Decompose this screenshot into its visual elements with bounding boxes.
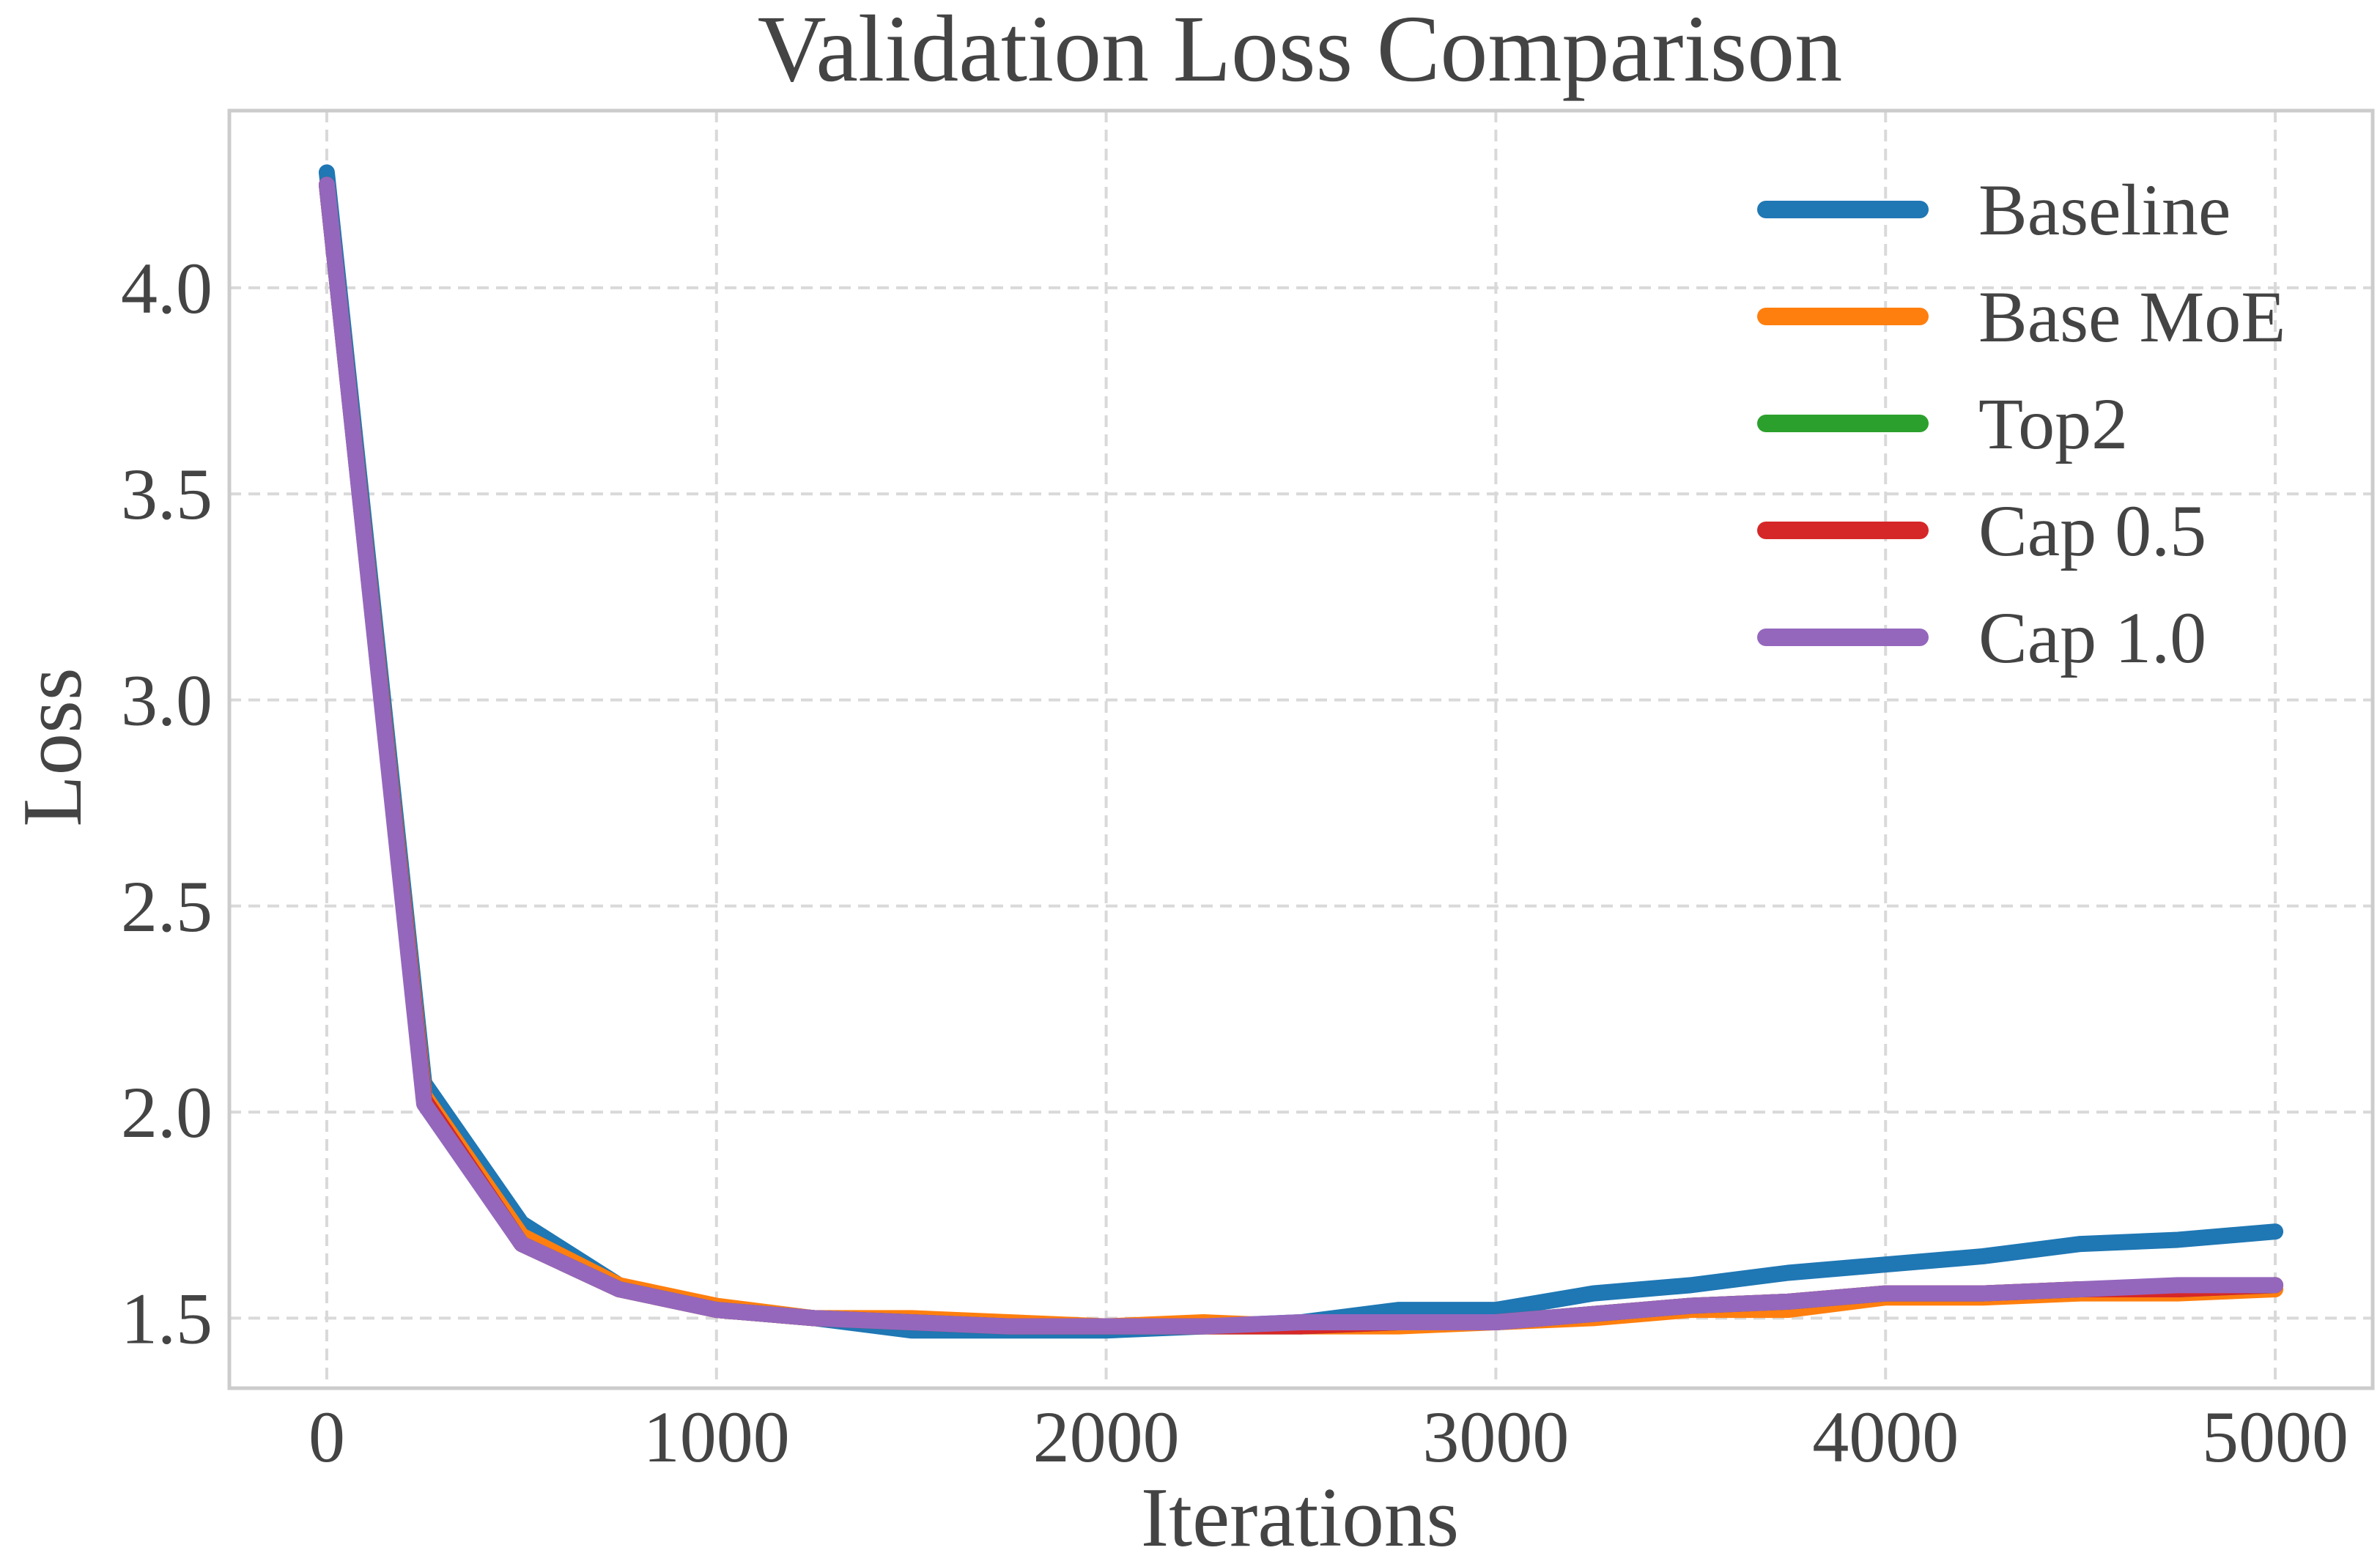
y-tick-label: 3.5 [121,453,212,535]
legend-label-cap-1-0: Cap 1.0 [1978,597,2206,678]
legend-label-cap-0-5: Cap 0.5 [1978,490,2206,571]
y-tick-label: 3.0 [121,659,212,741]
tick-labels: 0 1000 2000 3000 4000 5000 1.5 2.0 2.5 3.0 3.5 4.0 [121,248,2348,1478]
x-tick-label: 3000 [1422,1396,1569,1478]
x-tick-label: 5000 [2202,1396,2348,1478]
plot-frame [227,108,2375,1390]
grid [229,111,2373,1388]
x-tick-label: 4000 [1812,1396,1959,1478]
series-layer [318,164,2284,1339]
legend-label-baseline: Baseline [1978,169,2231,251]
legend: Baseline Base MoE Top2 Cap 0.5 Cap 1.0 [1757,169,2285,678]
y-axis-label: Loss [6,667,99,826]
x-axis-label: Iterations [1141,1471,1459,1564]
y-tick-label: 1.5 [121,1278,212,1359]
y-tick-label: 4.0 [121,248,212,329]
x-tick-label: 2000 [1033,1396,1180,1478]
x-tick-label: 0 [308,1396,345,1478]
chart-title: Validation Loss Comparison [758,0,1842,102]
legend-label-base-moe: Base MoE [1978,276,2285,357]
x-tick-label: 1000 [643,1396,790,1478]
series-line-cap-1-0 [318,177,2284,1335]
legend-label-top2: Top2 [1978,383,2128,464]
y-tick-label: 2.5 [121,866,212,947]
y-tick-label: 2.0 [121,1072,212,1153]
